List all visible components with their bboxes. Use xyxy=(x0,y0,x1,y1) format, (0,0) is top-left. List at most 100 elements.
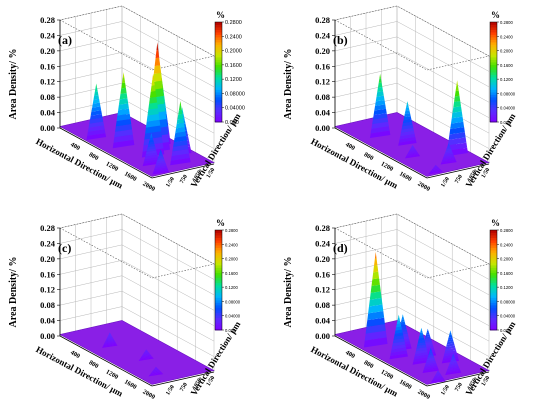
peak-band xyxy=(426,359,436,363)
peak-band xyxy=(446,343,455,347)
peak-band xyxy=(411,145,414,147)
peak-band xyxy=(456,80,458,86)
peak-band xyxy=(370,126,390,134)
colorbar-band xyxy=(490,315,497,318)
peak-band xyxy=(443,352,458,357)
colorbar-band xyxy=(215,255,222,258)
peak-band xyxy=(374,251,377,259)
peak-band xyxy=(103,341,116,345)
peak-band xyxy=(400,321,406,325)
peak-band xyxy=(446,341,455,345)
y-tick-label: 750 xyxy=(179,382,189,393)
peak-band xyxy=(449,361,458,365)
peak-band xyxy=(144,351,149,353)
peak-band xyxy=(149,372,163,375)
peak-band xyxy=(146,148,157,153)
peak-band xyxy=(108,334,112,336)
colorbar-band xyxy=(215,84,222,88)
colorbar-band xyxy=(490,69,497,73)
colorbar-band xyxy=(215,232,222,236)
colorbar-band xyxy=(215,67,222,70)
colorbar-band xyxy=(215,267,222,271)
surface-peaks xyxy=(363,251,462,384)
peak-band xyxy=(149,90,157,98)
peak-band xyxy=(423,340,432,344)
surface-peaks xyxy=(102,332,164,377)
peak-band xyxy=(444,152,454,156)
colorbar-band xyxy=(490,97,497,100)
colorbar-tick-label: 0.1600 xyxy=(225,63,242,69)
colorbar-band xyxy=(490,114,497,118)
peak-band xyxy=(423,367,439,372)
peak-band xyxy=(437,370,439,372)
colorbar-band xyxy=(490,39,497,43)
colorbar-band xyxy=(215,287,222,291)
peak-band xyxy=(106,336,113,339)
colorbar-band xyxy=(490,47,497,50)
surface-peak xyxy=(170,101,191,166)
surface-plot-2: 0.00 0.04 0.08 0.12 0.16 0.20 0.24 0.28 400 800 12… xyxy=(8,213,243,401)
colorbar-tick-label: 0.04000 xyxy=(225,106,245,112)
colorbar-band xyxy=(215,300,222,303)
peak-band xyxy=(178,105,182,111)
peak-band xyxy=(430,168,441,171)
colorbar-band xyxy=(215,322,222,326)
colorbar-band xyxy=(490,112,497,115)
peak-band xyxy=(406,153,420,157)
surface-peak xyxy=(86,83,107,140)
grid-line xyxy=(59,275,215,326)
colorbar-band xyxy=(490,24,497,28)
peak-band xyxy=(453,100,461,108)
colorbar-tick-label: 0.2400 xyxy=(500,34,513,39)
top-frame xyxy=(334,213,490,279)
peak-band xyxy=(407,152,418,155)
colorbar-band xyxy=(215,59,222,63)
y-tick-label: 750 xyxy=(454,174,464,185)
peak-band xyxy=(160,149,162,152)
z-tick-label: 0.24 xyxy=(40,238,56,248)
colorbar-band xyxy=(215,262,222,266)
colorbar-tick-label: 0.04000 xyxy=(500,314,516,319)
peak-band xyxy=(374,104,386,111)
peak-band xyxy=(391,344,406,350)
peak-band xyxy=(455,85,459,92)
surface-peak xyxy=(412,327,431,365)
colorbar-tick-label: 0.2800 xyxy=(500,228,513,233)
colorbar-band xyxy=(490,77,497,80)
peak-band xyxy=(363,337,388,348)
z-axis-label: Area Density/ % xyxy=(283,49,294,120)
colorbar-band xyxy=(215,280,222,283)
surface-peak xyxy=(446,80,468,157)
peak-band xyxy=(448,364,459,368)
colorbar-band xyxy=(215,92,222,95)
peak-band xyxy=(371,278,380,287)
x-tick-label: 1200 xyxy=(105,160,120,173)
colorbar-band xyxy=(490,119,497,123)
colorbar-band xyxy=(490,67,497,70)
peak-band xyxy=(454,95,461,102)
peak-band xyxy=(396,323,402,328)
surface-peak xyxy=(369,73,391,139)
x-tick-label: 800 xyxy=(363,151,375,162)
z-tick-label: 0.28 xyxy=(315,15,330,25)
grid-line xyxy=(334,67,490,118)
peak-band xyxy=(427,354,434,357)
colorbar-band xyxy=(490,250,497,253)
colorbar-band xyxy=(215,117,222,120)
peak-band xyxy=(154,57,161,67)
peak-band xyxy=(175,127,186,134)
peak-band xyxy=(115,124,133,132)
colorbar-band xyxy=(215,245,222,248)
colorbar-tick-label: 0.08000 xyxy=(500,299,516,304)
peak-band xyxy=(374,258,378,266)
peak-band xyxy=(153,167,168,171)
peak-band xyxy=(152,369,160,372)
colorbar-band xyxy=(215,250,222,253)
peak-band xyxy=(445,148,452,151)
peak-band xyxy=(430,169,441,172)
colorbar-band xyxy=(490,287,497,291)
top-frame xyxy=(334,5,490,71)
peak-band xyxy=(424,364,438,368)
colorbar-band xyxy=(215,52,222,55)
colorbar-band xyxy=(490,62,497,65)
